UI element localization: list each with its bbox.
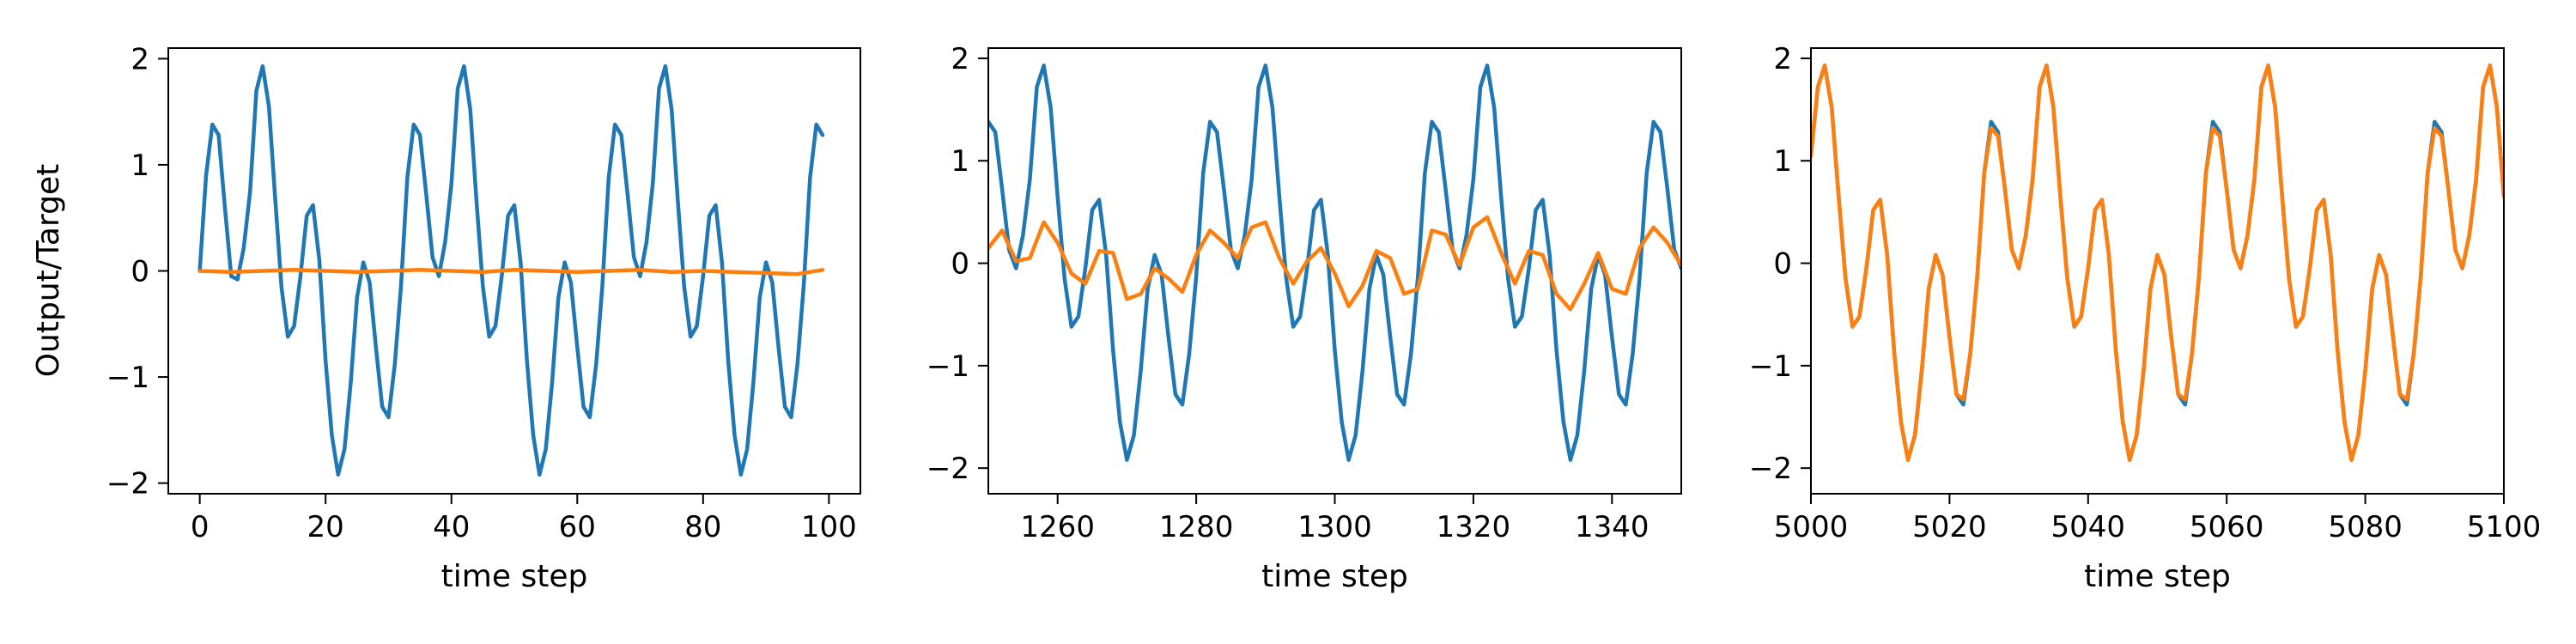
x-tick-label: 5060 <box>2190 510 2264 544</box>
y-tick-label: 2 <box>1773 42 1792 76</box>
y-tick-label: 2 <box>131 42 149 76</box>
x-tick-label: 5100 <box>2467 510 2542 544</box>
y-tick-label: 1 <box>131 149 149 183</box>
x-tick-label: 1300 <box>1297 510 1372 544</box>
x-axis-label: time step <box>1261 559 1408 594</box>
x-axis-label: time step <box>441 559 588 594</box>
y-tick-label: 1 <box>951 144 969 179</box>
series-line-1 <box>988 64 1681 462</box>
x-tick-label: 5080 <box>2328 510 2403 544</box>
subplot-1: 0 20 40 60 80 100 −2 −1 0 1 2 time step <box>106 42 861 594</box>
x-tick-label: 100 <box>801 510 857 544</box>
subplot-3: 5000 5020 5040 5060 5080 5100 −2 −1 0 1 2 time step <box>1749 42 2541 594</box>
x-tick-label: 20 <box>307 510 344 544</box>
series-line-2 <box>1811 64 2504 462</box>
x-tick-label: 60 <box>559 510 596 544</box>
y-tick-label: 0 <box>1773 247 1792 282</box>
x-tick-label: 1340 <box>1575 510 1649 544</box>
y-tick-label: −2 <box>927 452 969 486</box>
x-tick-label: 1320 <box>1437 510 1511 544</box>
y-tick-label: −1 <box>106 361 149 395</box>
y-tick-label: −2 <box>106 467 149 501</box>
y-tick-label: 0 <box>131 255 149 289</box>
y-axis-label: Output/Target <box>31 164 66 378</box>
y-tick-label: −2 <box>1749 452 1792 486</box>
x-tick-label: 40 <box>433 510 470 544</box>
subplot-2: 1260 1280 1300 1320 1340 −2 −1 0 1 2 time step <box>927 42 1682 594</box>
y-tick-label: 1 <box>1773 144 1792 179</box>
x-tick-label: 80 <box>684 510 721 544</box>
y-tick-label: −1 <box>1749 349 1792 384</box>
x-tick-label: 0 <box>191 510 210 544</box>
x-axis-label: time step <box>2084 559 2231 594</box>
x-tick-label: 5000 <box>1774 510 1849 544</box>
series-line-2 <box>197 268 825 276</box>
series-line-2 <box>988 215 1681 312</box>
y-tick-label: −1 <box>927 349 969 384</box>
x-tick-label: 1260 <box>1020 510 1095 544</box>
series-line-1 <box>197 64 825 477</box>
x-tick-label: 5040 <box>2051 510 2126 544</box>
y-tick-label: 2 <box>951 42 969 76</box>
axes-frame <box>1810 47 2505 495</box>
y-tick-label: 0 <box>951 247 969 282</box>
x-tick-label: 1280 <box>1159 510 1234 544</box>
x-tick-label: 5020 <box>1912 510 1987 544</box>
